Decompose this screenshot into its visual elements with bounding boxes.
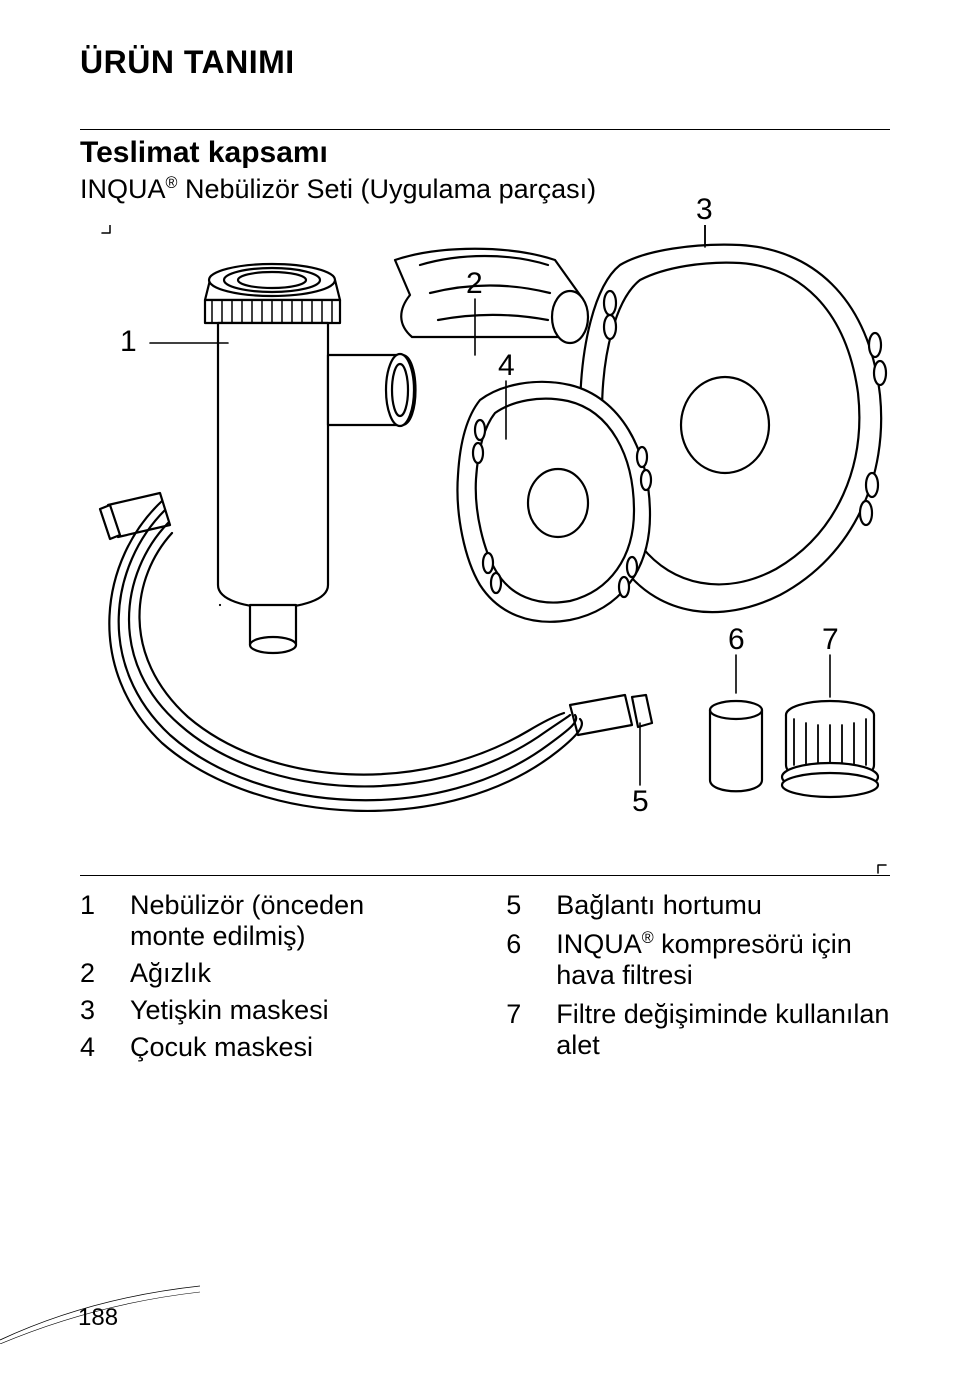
callout-1: 1 <box>120 325 137 359</box>
legend-col-right: 5 Bağlantı hortumu 6 INQUA® kompresörü i… <box>506 890 890 1063</box>
legend: 1 Nebülizör (önceden monte edilmiş) 2 Ağ… <box>80 890 890 1063</box>
legend-text: Ağızlık <box>130 958 446 989</box>
product-desc: Nebülizör Seti (Uygulama parçası) <box>177 174 596 204</box>
divider-legend <box>80 875 890 876</box>
legend-num: 3 <box>80 995 108 1026</box>
legend-num: 1 <box>80 890 108 921</box>
callout-7: 7 <box>822 623 839 657</box>
callout-5: 5 <box>632 785 649 819</box>
legend-text: Bağlantı hortumu <box>556 890 890 921</box>
part-filter-tool <box>782 701 878 797</box>
part-nebulizer <box>205 264 416 653</box>
legend-text: Filtre değişiminde kullanılan alet <box>556 999 890 1061</box>
section-title: ÜRÜN TANIMI <box>80 44 890 81</box>
legend-text: Yetişkin maskesi <box>130 995 446 1026</box>
divider-top <box>80 129 890 130</box>
legend-text: Nebülizör (önceden monte edilmiş) <box>130 890 446 952</box>
product-line: INQUA® Nebülizör Seti (Uygulama parçası) <box>80 174 890 205</box>
registered-icon: ® <box>642 929 654 947</box>
diagram-svg <box>80 225 890 875</box>
legend-num: 6 <box>506 929 534 960</box>
legend-num: 2 <box>80 958 108 989</box>
legend-brand: INQUA <box>556 929 642 959</box>
registered-icon: ® <box>166 174 178 192</box>
subtitle: Teslimat kapsamı <box>80 136 890 170</box>
part-air-filter <box>710 701 762 791</box>
legend-num: 4 <box>80 1032 108 1063</box>
legend-num: 5 <box>506 890 534 921</box>
callout-2: 2 <box>466 267 483 301</box>
page-number: 188 <box>78 1304 118 1332</box>
product-brand: INQUA <box>80 174 166 204</box>
parts-diagram: 1 2 3 4 5 6 7 <box>80 225 890 875</box>
callout-4: 4 <box>498 349 515 383</box>
part-mouthpiece <box>395 249 588 343</box>
legend-col-left: 1 Nebülizör (önceden monte edilmiş) 2 Ağ… <box>80 890 446 1063</box>
callout-6: 6 <box>728 623 745 657</box>
legend-num: 7 <box>506 999 534 1030</box>
legend-text: INQUA® kompresörü için hava filtresi <box>556 929 890 991</box>
legend-text: Çocuk maskesi <box>130 1032 446 1063</box>
callout-3: 3 <box>696 193 713 227</box>
